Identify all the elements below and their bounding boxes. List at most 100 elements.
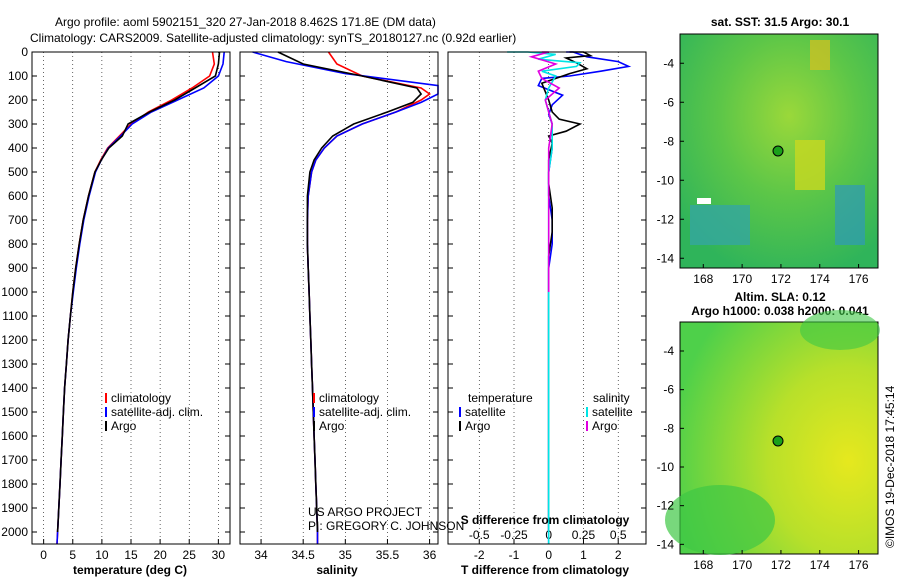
sst-argo-marker [772,145,784,157]
x-tick-label: 36 [423,548,437,562]
map-y-tick-label: -10 [657,460,675,474]
pressure-tick-label: 1800 [1,477,28,491]
series-line-climatology [306,51,431,544]
map-x-tick-label: 176 [849,558,869,572]
map-y-tick-label: -8 [663,421,674,435]
plot-frame [239,51,439,545]
pressure-tick-label: 1200 [1,333,28,347]
sst-map-title: sat. SST: 31.5 Argo: 30.1 [711,15,850,29]
map-x-tick-label: 170 [732,272,752,286]
sla-map-title: Altim. SLA: 0.12 [734,290,826,304]
map-y-tick-label: -10 [657,173,675,187]
legend-label: climatology [111,391,171,405]
legend-label: Argo [592,419,618,433]
x-tick-label: 35.5 [376,548,400,562]
x-tick-label: 20 [153,548,167,562]
pressure-tick-label: 2000 [1,525,28,539]
sla-low-patch [665,485,775,555]
plot-frame [447,51,647,545]
pressure-tick-label: 500 [8,165,28,179]
map-y-tick-label: -6 [663,95,674,109]
legend-label: satellite [592,405,633,419]
series-line-climatology [56,51,216,545]
legend-temperature-title: temperature [468,391,533,405]
legend-salinity-title: salinity [593,391,630,405]
series-line-argo [56,51,221,533]
map-y-tick-label: -14 [657,537,675,551]
legend-label: Argo [319,419,345,433]
credit-text: ©IMOS 19-Dec-2018 17:45:14 [883,385,897,548]
sst-map: sat. SST: 31.5 Argo: 30.1 168 170 172 174 17… [657,15,879,286]
x-tick-label: 5 [69,548,76,562]
map-x-tick-label: 168 [693,558,713,572]
series-line-argo [277,51,423,533]
legend-label: Argo [111,419,137,433]
map-y-tick-label: -6 [663,383,674,397]
map-x-tick-label: 168 [693,272,713,286]
sst-cool-patch [835,185,865,245]
legend-label: climatology [319,391,379,405]
map-x-tick-label: 174 [810,272,830,286]
x-tick-label: 0 [545,548,552,562]
map-y-tick-label: -4 [663,56,674,70]
map-y-tick-label: -8 [663,134,674,148]
top-x-tick-label: -0.5 [469,528,490,542]
x-tick-label: 0 [40,548,47,562]
map-x-tick-label: 172 [771,558,791,572]
pressure-tick-label: 1700 [1,453,28,467]
pressure-tick-label: 800 [8,237,28,251]
map-y-tick-label: -12 [657,212,675,226]
pressure-tick-label: 400 [8,141,28,155]
legend-label: satellite-adj. clim. [319,405,411,419]
x-tick-label: -2 [474,548,485,562]
s-difference-axis-label: S difference from climatology [461,513,630,527]
x-tick-label: 10 [95,548,109,562]
project-annotation: US ARGO PROJECT [308,505,423,519]
sla-argo-marker [772,435,784,447]
x-tick-label: 30 [212,548,226,562]
series-line-satellite-adj-clim- [56,51,225,545]
series-line-s-argo [528,51,561,292]
pressure-tick-label: 1400 [1,381,28,395]
figure-title-line2: Climatology: CARS2009. Satellite-adjuste… [30,31,516,45]
sla-map: Altim. SLA: 0.12 Argo h1000: 0.038 h2000… [657,290,880,572]
x-tick-label: 2 [615,548,622,562]
series-line-s-satellite [507,51,582,544]
x-tick-label: 25 [183,548,197,562]
t-difference-axis-label: T difference from climatology [461,563,629,577]
map-x-tick-label: 170 [732,558,752,572]
pressure-tick-label: 600 [8,189,28,203]
pressure-tick-label: 1500 [1,405,28,419]
map-y-tick-label: -12 [657,499,675,513]
pressure-tick-label: 0 [21,45,28,59]
pi-annotation: PI: GREGORY C. JOHNSON [308,519,464,533]
legend-label: satellite [465,405,506,419]
pressure-tick-label: 200 [8,93,28,107]
map-y-tick-label: -14 [657,251,675,265]
pressure-axis-labels: 0 100 200 300 400 500 600 700 800 900 1000 1100 1200… [1,45,28,539]
plot-frame [31,51,231,545]
series-line-satellite-adj-clim- [252,51,439,544]
map-y-tick-label: -4 [663,344,674,358]
sst-cloud-patch [697,198,711,204]
legend-label: satellite-adj. clim. [111,405,203,419]
pressure-tick-label: 100 [8,69,28,83]
x-tick-label: 35 [339,548,353,562]
sst-warm-patch [810,40,830,70]
pressure-tick-label: 1600 [1,429,28,443]
top-x-tick-label: -0.25 [500,528,528,542]
top-x-tick-label: 0.5 [610,528,627,542]
pressure-tick-label: 1900 [1,501,28,515]
x-tick-label: 34.5 [292,548,316,562]
pressure-tick-label: 900 [8,261,28,275]
x-tick-label: -1 [509,548,520,562]
pressure-tick-label: 700 [8,213,28,227]
legend-label: Argo [465,419,491,433]
salinity-axis-label: salinity [316,563,358,577]
map-x-tick-label: 174 [810,558,830,572]
top-x-tick-label: 0.25 [572,528,596,542]
sst-warm-patch [795,140,825,190]
